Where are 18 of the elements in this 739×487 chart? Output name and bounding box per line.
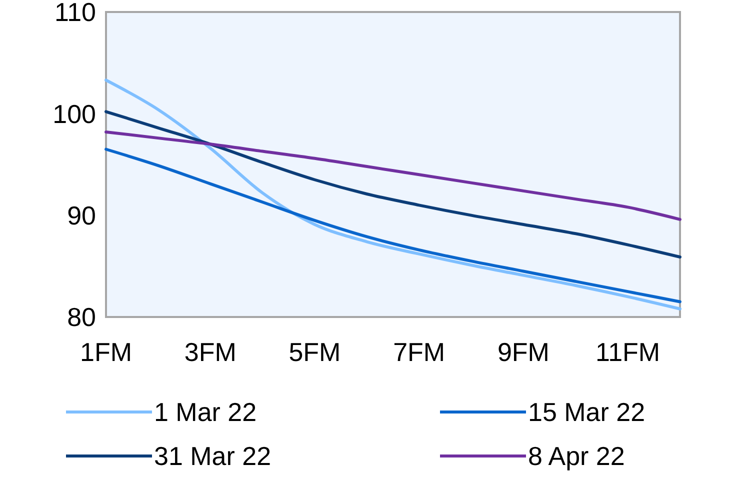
x-tick-label: 11FM	[596, 337, 660, 367]
line-series	[104, 110, 682, 259]
x-tick-label: 9FM	[497, 337, 550, 367]
legend-label: 8 Apr 22	[528, 441, 625, 472]
y-tick-label: 80	[67, 302, 96, 332]
legend-label: 31 Mar 22	[154, 441, 272, 472]
line-series	[104, 148, 682, 304]
x-tick-label: 3FM	[184, 337, 236, 367]
legend-label: 15 Mar 22	[528, 397, 646, 428]
y-tick-label: 90	[67, 200, 96, 230]
x-tick-label: 5FM	[288, 337, 341, 367]
line-series	[104, 78, 682, 310]
y-tick-label: 110	[54, 0, 96, 28]
y-tick-label: 100	[52, 98, 96, 129]
x-tick-label: 7FM	[393, 337, 446, 367]
legend-label: 1 Mar 22	[154, 397, 257, 428]
x-tick-label: 1FM	[80, 337, 132, 367]
line-series	[104, 130, 682, 221]
